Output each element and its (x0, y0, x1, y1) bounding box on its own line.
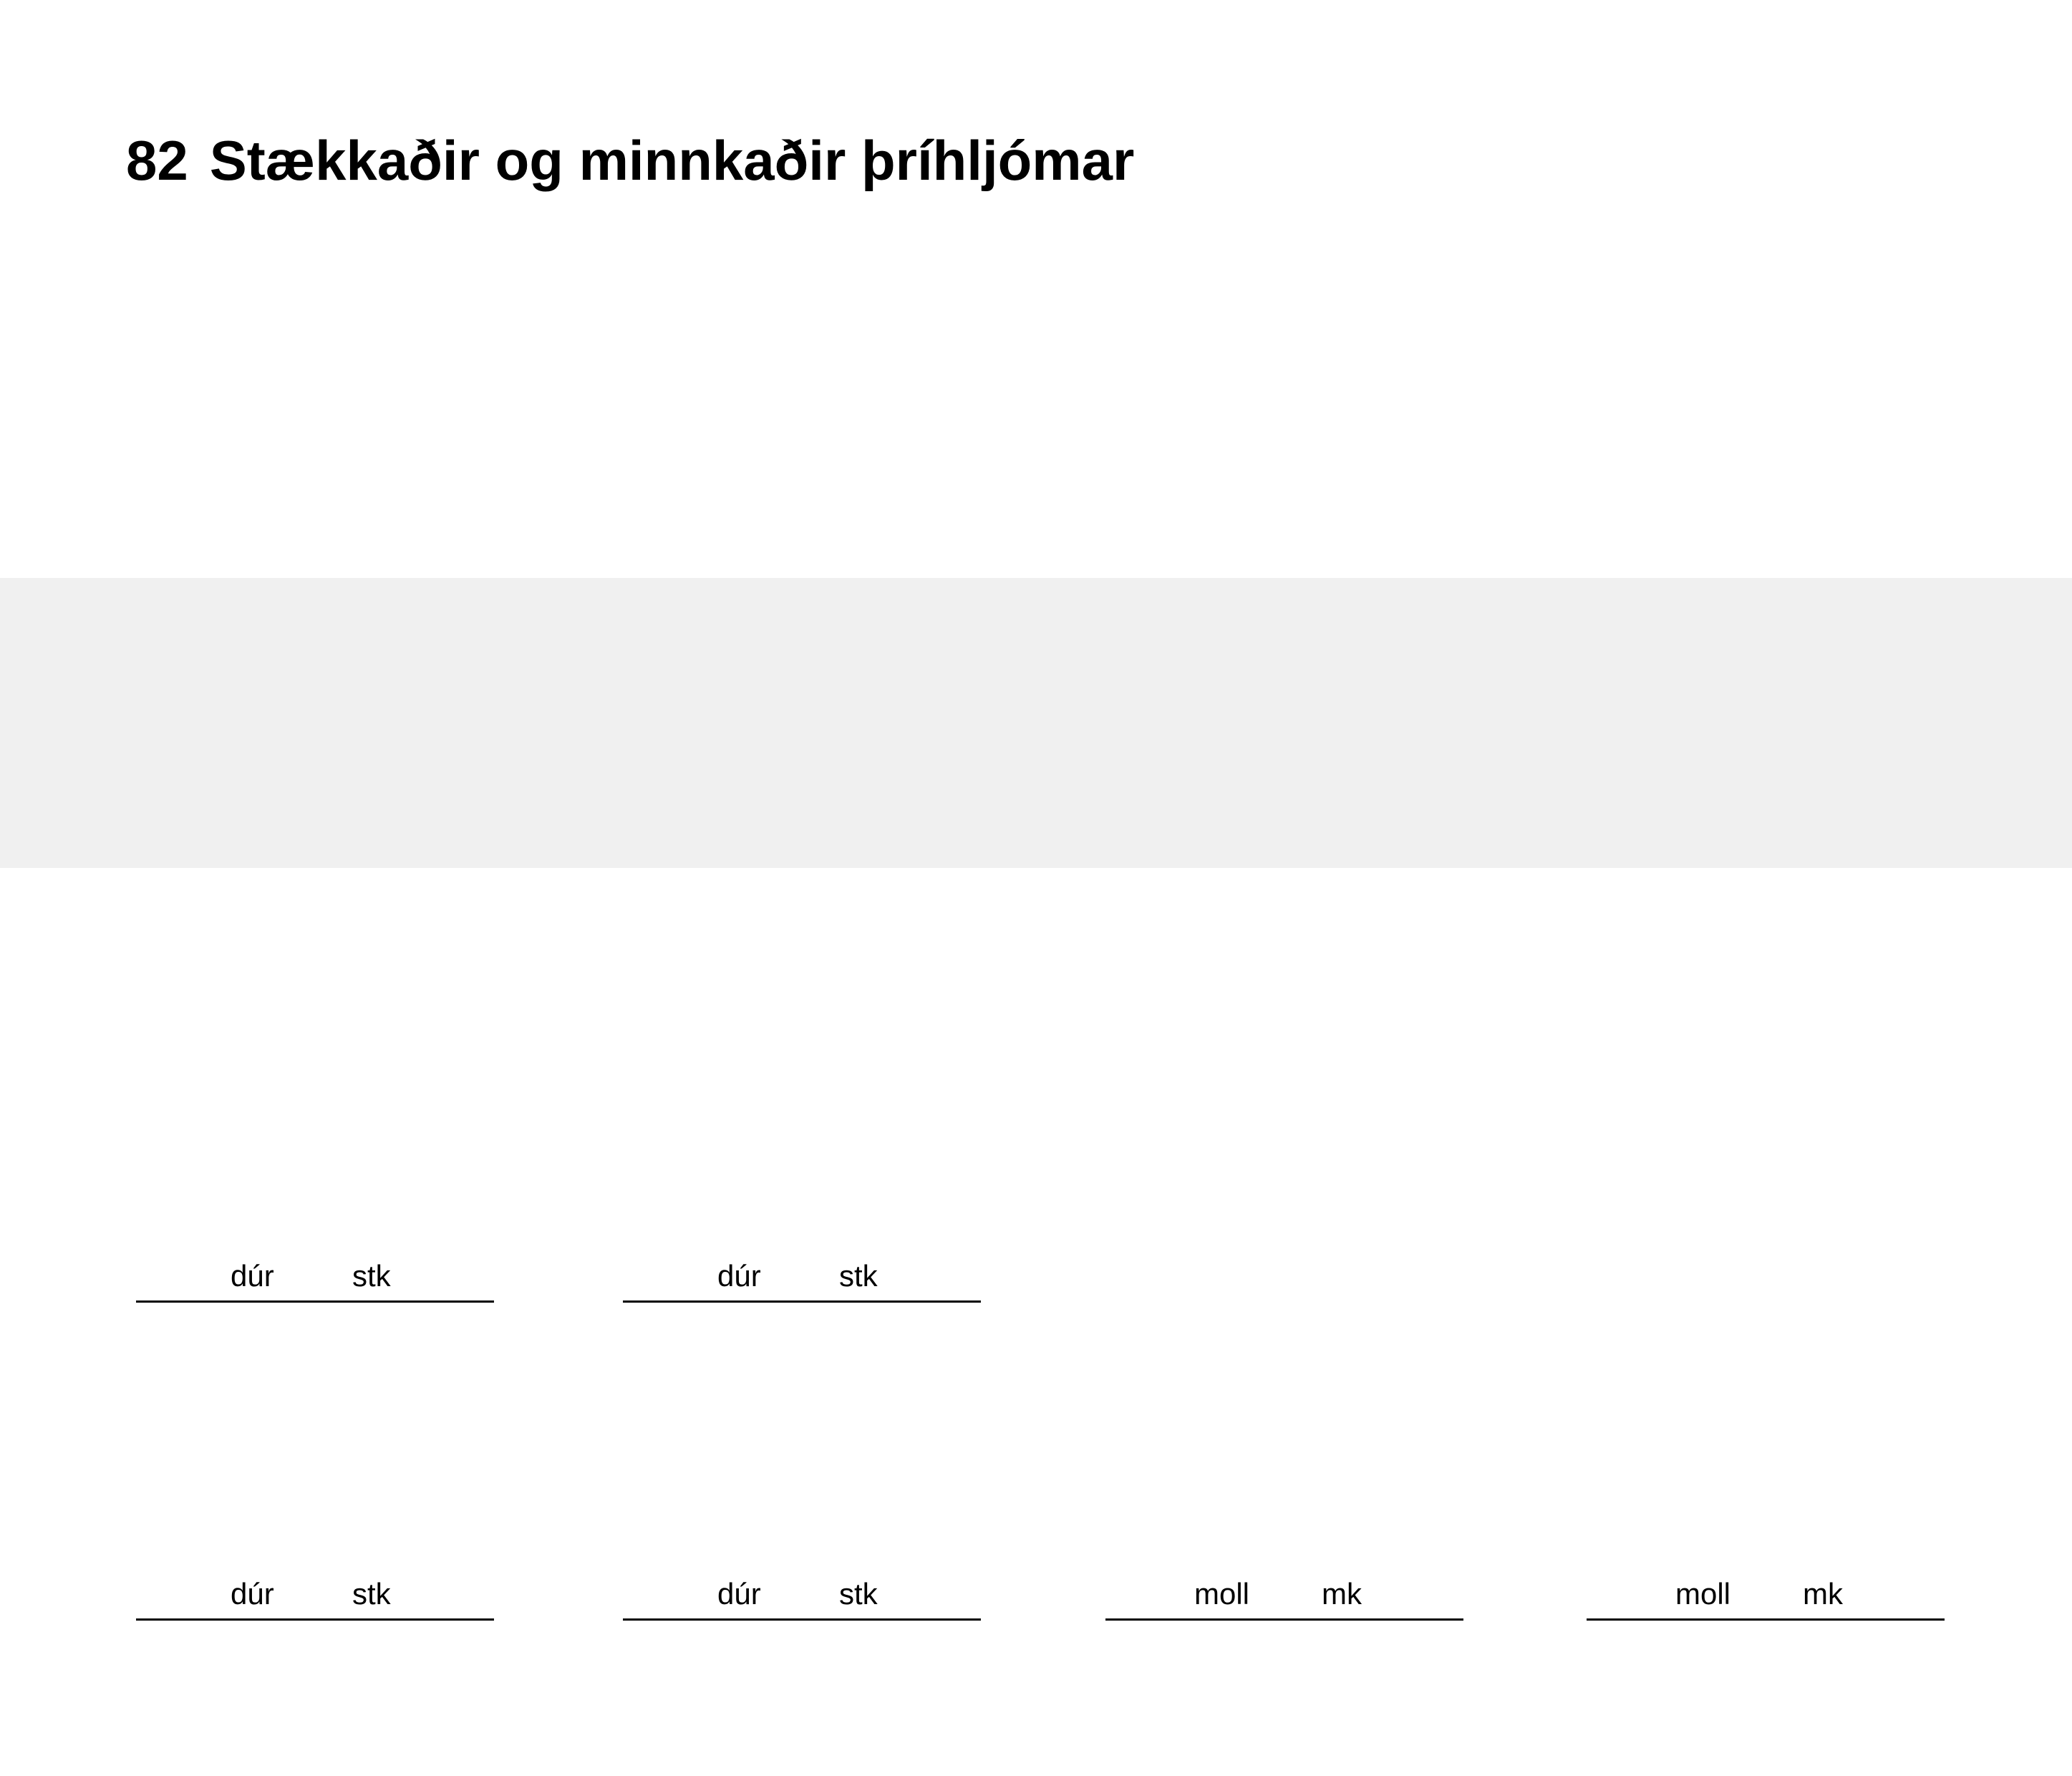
answer-option-1[interactable]: moll (1194, 1577, 1250, 1611)
answer-option-2[interactable]: stk (839, 1259, 878, 1293)
answer-option-2[interactable]: mk (1322, 1577, 1362, 1611)
answer-field-1[interactable]: dúr stk (136, 1241, 494, 1303)
staff-area-band (0, 578, 2072, 868)
answer-field-4[interactable]: dúr stk (623, 1559, 981, 1621)
answer-option-1[interactable]: dúr (231, 1259, 274, 1293)
answer-field-5[interactable]: moll mk (1105, 1559, 1463, 1621)
answer-option-1[interactable]: moll (1675, 1577, 1731, 1611)
answer-line (623, 1300, 981, 1303)
answer-option-1[interactable]: dúr (231, 1577, 274, 1611)
answer-field-3[interactable]: dúr stk (136, 1559, 494, 1621)
answer-option-2[interactable]: mk (1803, 1577, 1843, 1611)
answer-line (1105, 1618, 1463, 1621)
answer-option-1[interactable]: dúr (717, 1577, 761, 1611)
answer-line (1587, 1618, 1945, 1621)
answer-option-2[interactable]: stk (352, 1577, 391, 1611)
answer-line (623, 1618, 981, 1621)
page-number: 82 (126, 129, 188, 192)
answer-option-2[interactable]: stk (352, 1259, 391, 1293)
answer-line (136, 1300, 494, 1303)
page-title: 82 Stækkaðir og minnkaðir þríhljómar (126, 126, 1134, 195)
answer-field-2[interactable]: dúr stk (623, 1241, 981, 1303)
page-title-text: Stækkaðir og minnkaðir þríhljómar (209, 129, 1135, 192)
answer-line (136, 1618, 494, 1621)
answer-option-1[interactable]: dúr (717, 1259, 761, 1293)
answer-field-6[interactable]: moll mk (1587, 1559, 1945, 1621)
answer-option-2[interactable]: stk (839, 1577, 878, 1611)
